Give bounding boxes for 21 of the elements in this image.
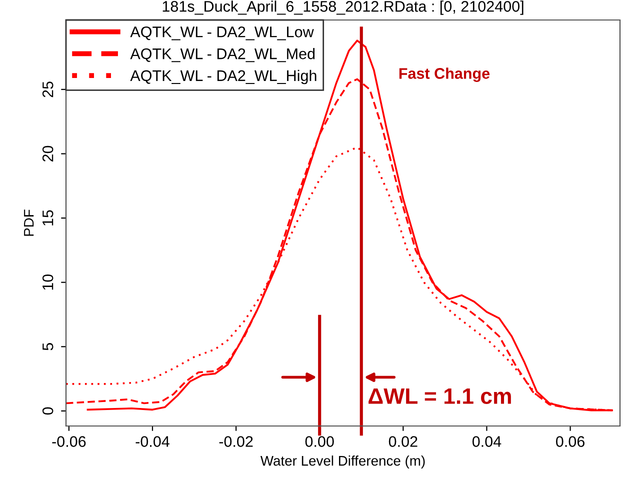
chart-title: 181s_Duck_April_6_1558_2012.RData : [0, 2102400] — [162, 0, 524, 15]
x-axis-title: Water Level Difference (m) — [260, 456, 425, 468]
x-tick-label: -0.06 — [52, 436, 86, 447]
y-tick-label: 5 — [42, 343, 54, 350]
x-tick-label: 0.00 — [305, 436, 334, 447]
x-tick-label: -0.04 — [136, 436, 170, 447]
x-tick-label: 0.06 — [556, 436, 584, 447]
x-tick-label: -0.02 — [219, 436, 253, 447]
y-tick-label: 0 — [42, 407, 54, 415]
y-tick-label: 25 — [42, 82, 54, 98]
y-tick-label: 10 — [42, 274, 54, 290]
legend-label: AQTK_WL - DA2_WL_Low — [130, 26, 314, 40]
x-tick-label: 0.02 — [388, 436, 418, 447]
x-tick-label: 0.04 — [472, 436, 502, 447]
legend-label: AQTK_WL - DA2_WL_High — [130, 70, 316, 84]
legend-label: AQTK_WL - DA2_WL_Med — [130, 48, 315, 62]
y-axis-title: PDF — [24, 210, 34, 236]
annotation: Fast Change — [399, 68, 490, 82]
y-tick-label: 15 — [42, 210, 54, 226]
annotation: ΔWL = 1.1 cm — [368, 388, 511, 404]
y-tick-label: 20 — [42, 146, 54, 162]
